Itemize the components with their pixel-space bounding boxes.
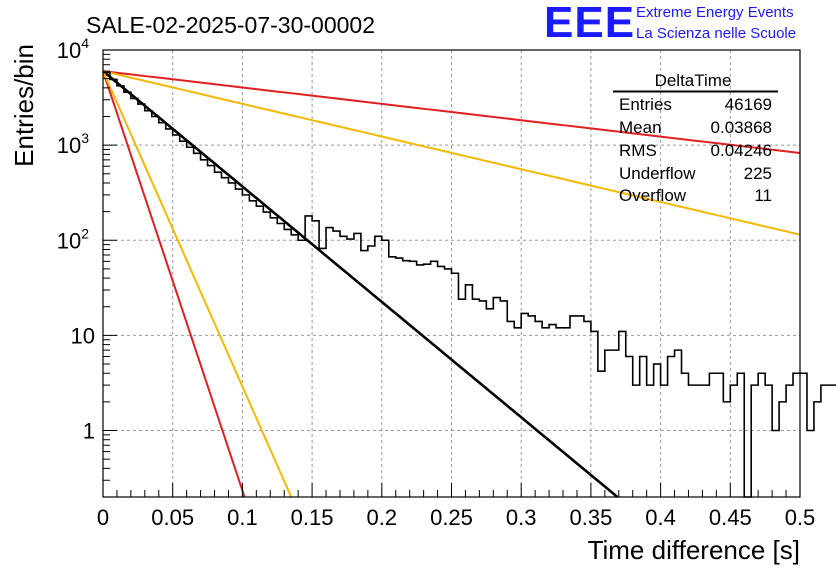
series-red-steep bbox=[102, 70, 246, 498]
series-fit bbox=[102, 70, 619, 499]
eee-logo-mark: EEE bbox=[544, 0, 636, 47]
tick-labels: 0 0.05 0.1 0.15 0.2 0.25 0.3 0.35 0.4 0.45 0.5 1 10 1… bbox=[57, 35, 816, 530]
histogram-layer bbox=[103, 71, 836, 498]
x-tick-label-4: 0.2 bbox=[367, 505, 398, 530]
stats-label-underflow: Underflow bbox=[619, 164, 696, 183]
run-title: SALE-02-2025-07-30-00002 bbox=[86, 12, 375, 38]
y-tick-label-4: 104 bbox=[57, 35, 89, 63]
stats-value-mean: 0.03868 bbox=[711, 118, 772, 137]
y-axis-label: Entries/bin bbox=[9, 44, 39, 167]
x-tick-label-7: 0.35 bbox=[569, 505, 612, 530]
x-tick-label-3: 0.15 bbox=[291, 505, 334, 530]
x-tick-label-10: 0.5 bbox=[785, 505, 816, 530]
ticks bbox=[102, 49, 801, 498]
series-orange-shallow bbox=[102, 70, 801, 236]
stats-label-rms: RMS bbox=[619, 141, 657, 160]
stats-label-overflow: Overflow bbox=[619, 186, 687, 205]
y-tick-label-0: 1 bbox=[83, 419, 95, 444]
stats-value-entries: 46169 bbox=[725, 95, 772, 114]
stats-label-entries: Entries bbox=[619, 95, 672, 114]
x-tick-label-2: 0.1 bbox=[227, 505, 258, 530]
stats-value-rms: 0.04246 bbox=[711, 141, 772, 160]
stats-value-underflow: 225 bbox=[744, 164, 772, 183]
stats-title: DeltaTime bbox=[655, 71, 732, 90]
eee-logo: EEE Extreme Energy Events La Scienza nel… bbox=[540, 0, 836, 47]
stats-value-overflow: 11 bbox=[754, 186, 772, 205]
histogram-steps bbox=[103, 71, 836, 498]
x-tick-label-6: 0.3 bbox=[506, 505, 537, 530]
logo-line-1: Extreme Energy Events bbox=[636, 4, 794, 21]
y-tick-label-3: 103 bbox=[57, 130, 89, 158]
x-tick-label-8: 0.4 bbox=[645, 505, 676, 530]
stats-box: DeltaTime Entries 46169 Mean 0.03868 RMS… bbox=[613, 71, 778, 205]
series-orange-steep bbox=[102, 70, 293, 498]
x-tick-label-9: 0.45 bbox=[709, 505, 752, 530]
series-red-shallow bbox=[102, 70, 801, 154]
x-tick-label-0: 0 bbox=[97, 505, 109, 530]
x-tick-label-5: 0.25 bbox=[430, 505, 473, 530]
stats-label-mean: Mean bbox=[619, 118, 662, 137]
x-axis-label: Time difference [s] bbox=[588, 535, 800, 565]
fit-lines bbox=[102, 70, 801, 499]
logo-line-2: La Scienza nelle Scuole bbox=[636, 25, 797, 42]
y-tick-label-2: 102 bbox=[57, 225, 89, 253]
y-tick-label-1: 10 bbox=[71, 323, 95, 348]
x-tick-label-1: 0.05 bbox=[151, 505, 194, 530]
